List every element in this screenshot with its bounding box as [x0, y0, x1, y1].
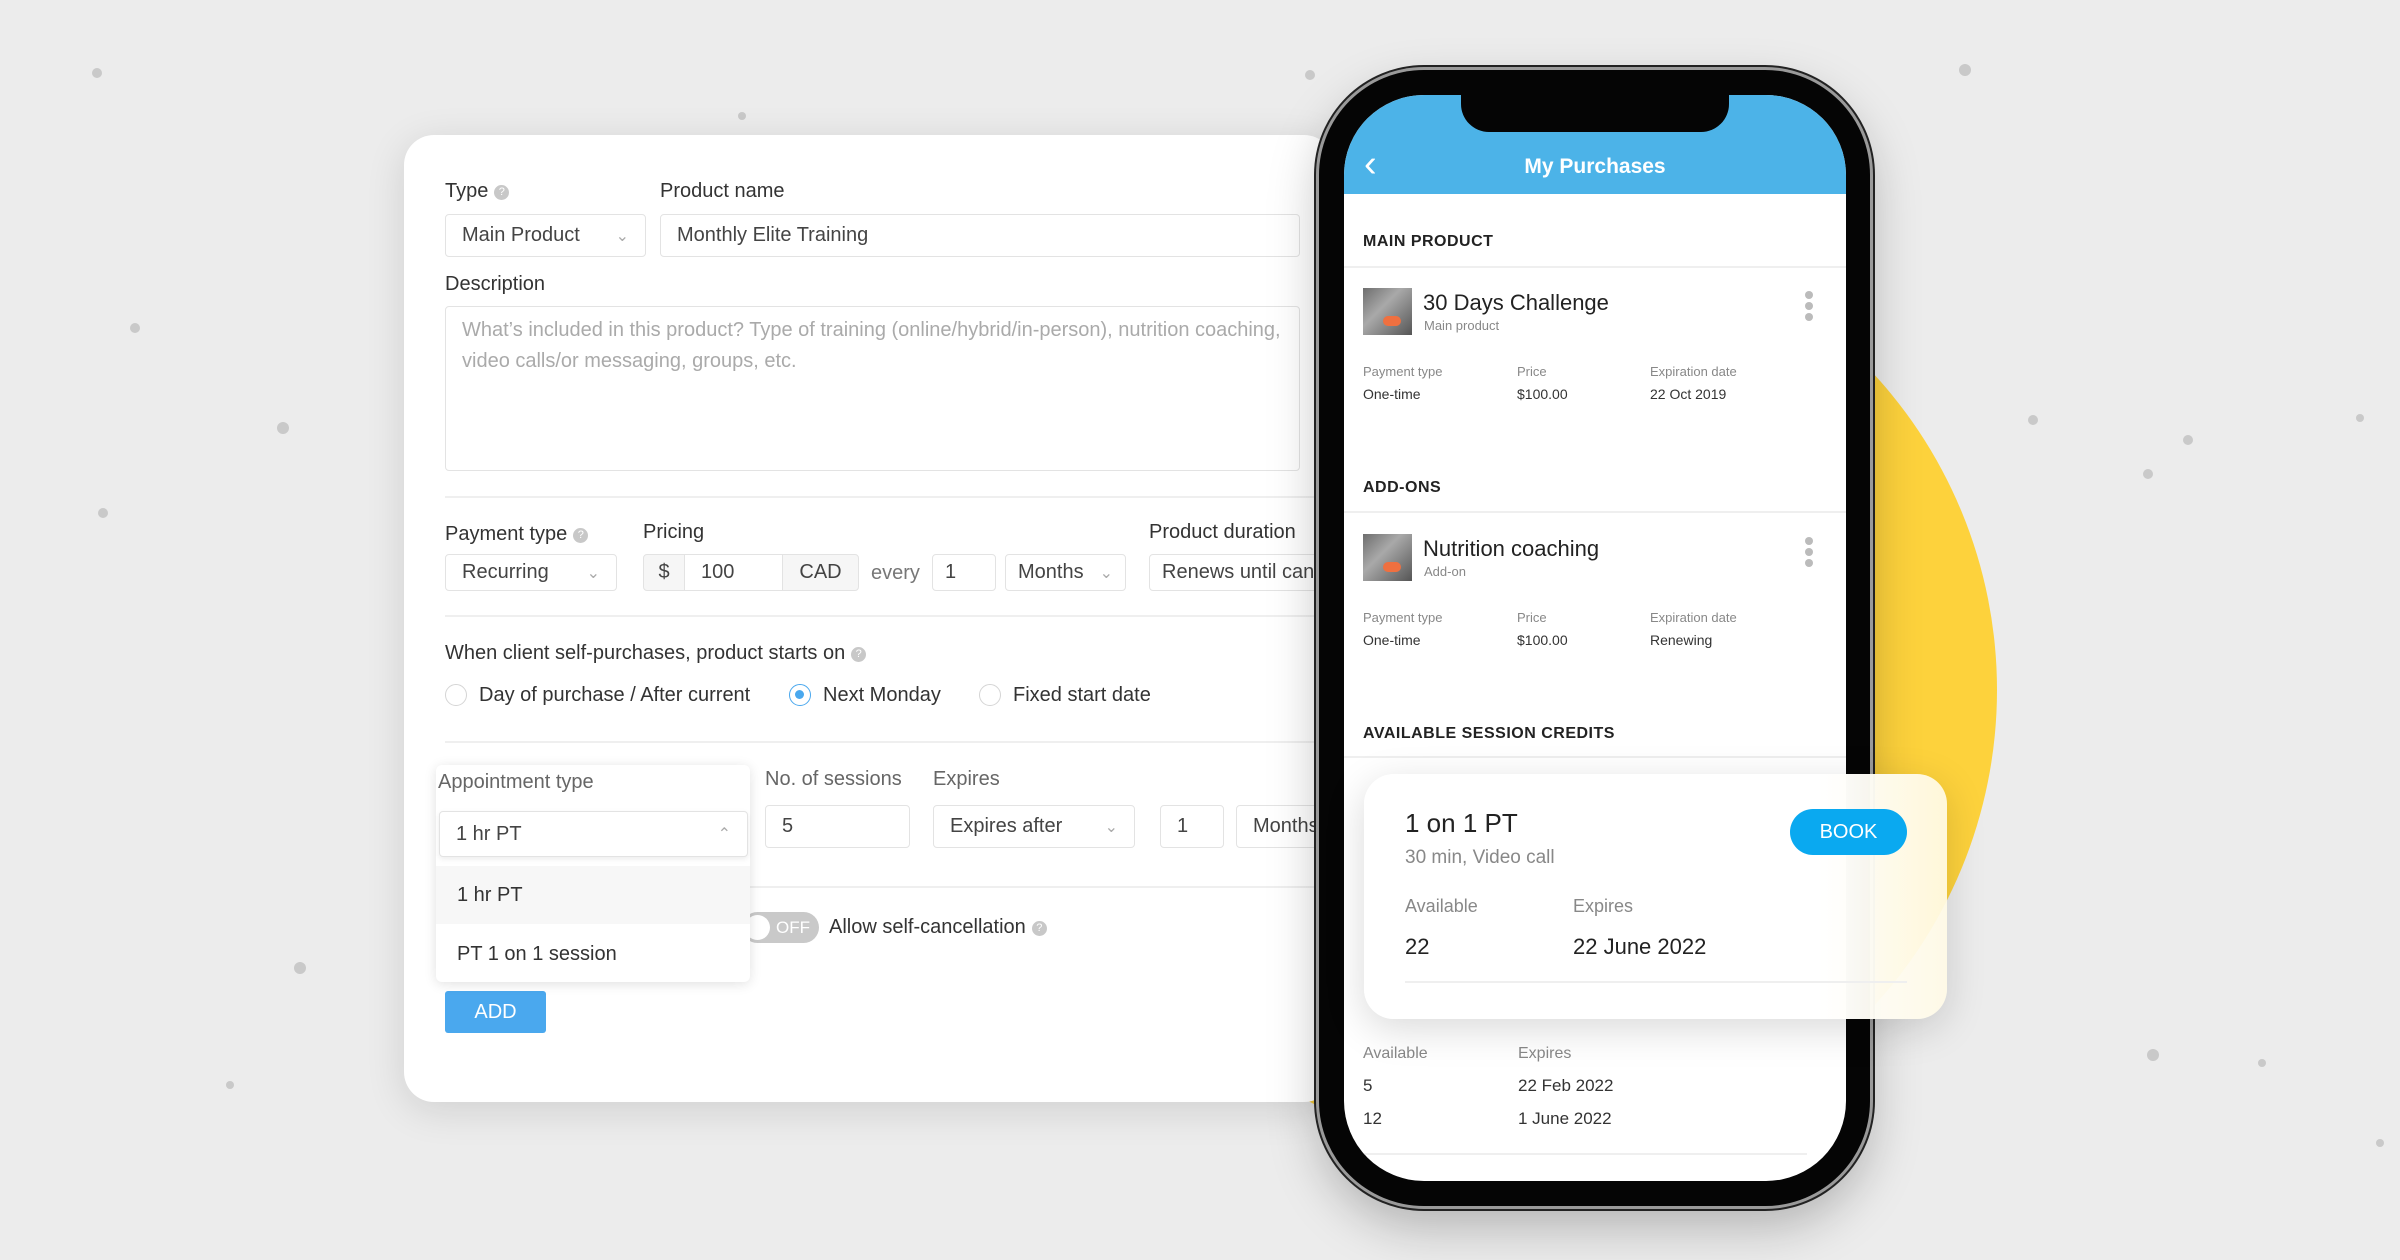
appointment-type-select[interactable]: 1 hr PT ⌃: [439, 811, 748, 857]
expires-label: Expires: [933, 768, 1000, 790]
divider: [1344, 756, 1846, 758]
chevron-up-icon: ⌃: [717, 826, 731, 843]
radio-fixed-start-date[interactable]: [979, 684, 1001, 706]
self-cancel-toggle[interactable]: OFF: [742, 912, 819, 943]
price-label: Price: [1517, 610, 1547, 625]
price-value: $100.00: [1517, 632, 1568, 648]
credit-available: 5: [1363, 1076, 1373, 1095]
product-name: 30 Days Challenge: [1423, 290, 1609, 315]
payment-type-value: One-time: [1363, 386, 1421, 402]
payment-type-label: Payment type: [1363, 610, 1443, 625]
product-kind: Main product: [1424, 318, 1500, 333]
addons-heading: ADD-ONS: [1363, 479, 1442, 496]
phone-notch: [1461, 95, 1729, 132]
chevron-down-icon: ⌄: [615, 227, 629, 245]
payment-type-label: Payment type: [1363, 364, 1443, 379]
expires-label: Expires: [1518, 1045, 1572, 1062]
book-button[interactable]: BOOK: [1790, 809, 1907, 855]
currency-symbol: $: [643, 554, 685, 591]
type-select[interactable]: Main Product ⌄: [445, 214, 646, 257]
payment-type-label: Payment type?: [445, 523, 589, 546]
credit-subtitle: 30 min, Video call: [1405, 847, 1555, 868]
expiration-label: Expiration date: [1650, 610, 1737, 625]
sessions-input[interactable]: 5: [765, 805, 910, 848]
divider: [1344, 511, 1846, 513]
available-value: 22: [1405, 934, 1430, 959]
divider: [445, 496, 1325, 498]
pricing-label: Pricing: [643, 521, 705, 543]
credits-heading: AVAILABLE SESSION CREDITS: [1363, 725, 1615, 742]
session-credit-card: 1 on 1 PT 30 min, Video call BOOK Availa…: [1364, 774, 1947, 1019]
interval-unit-select[interactable]: Months ⌄: [1005, 554, 1126, 591]
radio-label: Day of purchase / After current: [479, 684, 751, 706]
expires-count-input[interactable]: 1: [1160, 805, 1224, 848]
chevron-down-icon: ⌄: [1099, 564, 1113, 582]
radio-label: Next Monday: [823, 684, 941, 706]
expires-label: Expires: [1573, 896, 1634, 916]
credit-expires: 22 Feb 2022: [1518, 1076, 1614, 1095]
divider: [1405, 981, 1907, 983]
addon-name: Nutrition coaching: [1423, 536, 1600, 561]
expires-value: 22 June 2022: [1573, 934, 1707, 959]
credit-title: 1 on 1 PT: [1405, 808, 1518, 838]
help-icon[interactable]: ?: [851, 647, 867, 662]
product-thumbnail: [1363, 288, 1412, 335]
radio-label: Fixed start date: [1013, 684, 1151, 706]
divider: [1344, 266, 1846, 268]
divider: [445, 741, 1325, 743]
product-name-input[interactable]: Monthly Elite Training: [660, 214, 1300, 257]
credit-expires: 1 June 2022: [1518, 1109, 1612, 1128]
available-label: Available: [1405, 896, 1478, 916]
starts-on-label: When client self-purchases, product star…: [445, 642, 867, 665]
divider: [750, 886, 1330, 888]
appointment-type-dropdown: Appointment type 1 hr PT ⌃ 1 hr PT PT 1 o…: [436, 765, 750, 982]
radio-day-of-purchase[interactable]: [445, 684, 467, 706]
product-duration-label: Product duration: [1149, 521, 1296, 543]
product-thumbnail: [1363, 534, 1412, 581]
back-icon[interactable]: ‹: [1364, 143, 1377, 185]
add-button[interactable]: ADD: [445, 991, 546, 1033]
payment-type-select[interactable]: Recurring ⌄: [445, 554, 617, 591]
addon-kind: Add-on: [1424, 564, 1466, 579]
appointment-type-label: Appointment type: [438, 771, 594, 793]
radio-next-monday[interactable]: [789, 684, 811, 706]
chevron-down-icon: ⌄: [1104, 818, 1118, 836]
chevron-down-icon: ⌄: [586, 564, 600, 582]
product-name-label: Product name: [660, 180, 785, 202]
sessions-label: No. of sessions: [765, 768, 902, 790]
interval-input[interactable]: 1: [932, 554, 996, 591]
help-icon[interactable]: ?: [573, 528, 589, 543]
price-input[interactable]: 100: [684, 554, 783, 591]
type-label: Type?: [445, 180, 510, 203]
help-icon[interactable]: ?: [494, 185, 510, 200]
payment-type-value: One-time: [1363, 632, 1421, 648]
help-icon[interactable]: ?: [1031, 921, 1047, 936]
expires-select[interactable]: Expires after ⌄: [933, 805, 1135, 848]
divider: [1363, 1153, 1807, 1155]
expiration-value: 22 Oct 2019: [1650, 386, 1727, 402]
price-label: Price: [1517, 364, 1547, 379]
price-value: $100.00: [1517, 386, 1568, 402]
credit-available: 12: [1363, 1109, 1382, 1128]
more-options-icon[interactable]: [1805, 291, 1813, 324]
screen-title: My Purchases: [1524, 155, 1666, 178]
toggle-state: OFF: [776, 918, 810, 937]
expiration-label: Expiration date: [1650, 364, 1737, 379]
self-cancel-label: Allow self-cancellation?: [829, 916, 1047, 939]
expiration-value: Renewing: [1650, 632, 1713, 648]
dropdown-option[interactable]: PT 1 on 1 session: [457, 943, 617, 965]
description-textarea[interactable]: What’s included in this product? Type of…: [445, 306, 1300, 471]
main-product-heading: MAIN PRODUCT: [1363, 233, 1494, 250]
currency-label: CAD: [782, 554, 859, 591]
more-options-icon[interactable]: [1805, 537, 1813, 570]
background-dots: [92, 64, 2384, 1147]
dropdown-option[interactable]: 1 hr PT: [436, 866, 750, 924]
every-label: every: [871, 562, 920, 584]
available-label: Available: [1363, 1045, 1428, 1062]
description-label: Description: [445, 273, 546, 295]
divider: [445, 615, 1325, 617]
